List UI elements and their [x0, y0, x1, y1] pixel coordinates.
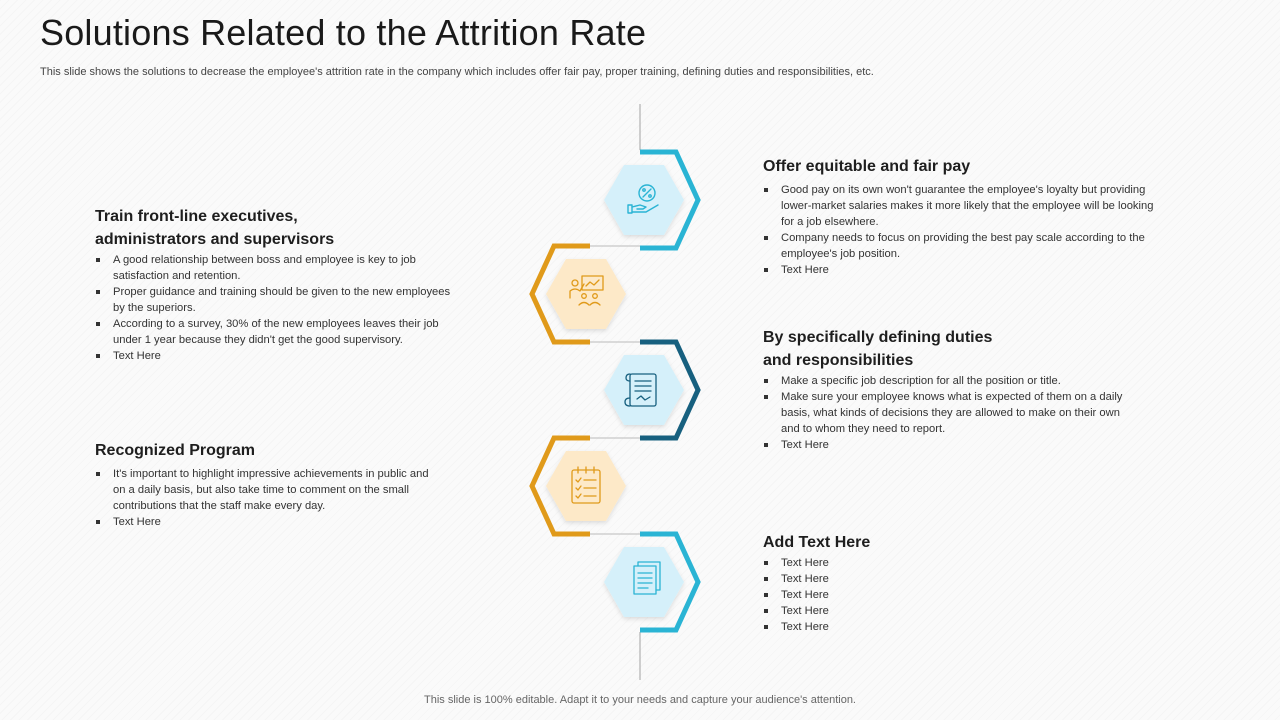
bullet-line: and to whom they need to report.	[781, 423, 946, 435]
footer-note: This slide is 100% editable. Adapt it to…	[424, 694, 856, 706]
step-3-bracket	[640, 339, 701, 441]
page-subtitle: This slide shows the solutions to decrea…	[40, 66, 874, 78]
step-2-bracket	[529, 243, 590, 345]
page-title: Solutions Related to the Attrition Rate	[40, 12, 647, 53]
bullet-line: satisfaction and retention.	[113, 270, 241, 282]
bullet-line: employee's job position.	[781, 248, 901, 260]
step-5-hex-fill	[604, 547, 684, 617]
bullet-item: Company needs to focus on providing the …	[763, 230, 1223, 262]
block-heading: Offer equitable and fair pay	[763, 155, 1223, 178]
bullet-line: under 1 year because they didn't get the…	[113, 334, 403, 346]
bullet-line: basis, what kinds of decisions they are …	[781, 407, 1120, 419]
bullet-line: Text Here	[781, 557, 829, 569]
bullet-line: Text Here	[113, 350, 161, 362]
heading-line: Offer equitable and fair pay	[763, 158, 971, 175]
checklist-icon	[571, 466, 601, 504]
documents-icon	[633, 561, 661, 595]
bullet-item: Text Here	[763, 603, 1223, 619]
step-5-hexagon	[604, 531, 701, 633]
bullet-line: According to a survey, 30% of the new em…	[113, 318, 439, 330]
bullet-line: lower-market salaries makes it more like…	[781, 200, 1154, 212]
bullet-list: It's important to highlight impressive a…	[95, 466, 495, 530]
bullet-item: Make sure your employee knows what is ex…	[763, 389, 1223, 437]
bullet-line: Text Here	[781, 621, 829, 633]
bullet-item: According to a survey, 30% of the new em…	[95, 316, 495, 348]
bullet-item: A good relationship between boss and emp…	[95, 252, 495, 284]
bullet-line: Text Here	[781, 589, 829, 601]
heading-line: administrators and supervisors	[95, 231, 335, 248]
right-block-duties: By specifically defining duties and resp…	[763, 326, 1223, 453]
bullet-list: Good pay on its own won't guarantee the …	[763, 182, 1223, 278]
step-4-hexagon	[529, 435, 626, 537]
bullet-line: Text Here	[781, 264, 829, 276]
bullet-line: contributions that the staff make every …	[113, 500, 326, 512]
bullet-line: Make a specific job description for all …	[781, 375, 1061, 387]
scroll-document-icon	[624, 373, 657, 407]
bullet-item: Text Here	[763, 619, 1223, 635]
bullet-item: Make a specific job description for all …	[763, 373, 1223, 389]
block-heading: Train front-line executives, administrat…	[95, 205, 495, 251]
heading-line: Recognized Program	[95, 442, 256, 459]
training-board-icon	[569, 275, 604, 306]
bullet-item: Proper guidance and training should be g…	[95, 284, 495, 316]
step-4-hex-fill	[546, 451, 626, 521]
bullet-item: Text Here	[763, 262, 1223, 278]
heading-line: By specifically defining duties	[763, 329, 993, 346]
bullet-line: Text Here	[781, 439, 829, 451]
bullet-item: Text Here	[763, 437, 1223, 453]
bullet-line: for a job elsewhere.	[781, 216, 879, 228]
bullet-list: A good relationship between boss and emp…	[95, 252, 495, 364]
block-heading: Recognized Program	[95, 439, 495, 462]
bullet-line: It's important to highlight impressive a…	[113, 468, 429, 480]
bullet-line: on a daily basis, but also take time to …	[113, 484, 409, 496]
bullet-item: Text Here	[763, 587, 1223, 603]
bullet-list: Text Here Text Here Text Here Text Here …	[763, 555, 1223, 635]
bullet-line: Make sure your employee knows what is ex…	[781, 391, 1123, 403]
right-block-fair-pay: Offer equitable and fair pay Good pay on…	[763, 155, 1223, 278]
step-5-bracket	[640, 531, 701, 633]
bullet-item: Text Here	[763, 571, 1223, 587]
heading-line: and responsibilities	[763, 352, 914, 369]
step-4-bracket	[529, 435, 590, 537]
bullet-line: Text Here	[113, 516, 161, 528]
step-3-hexagon	[604, 339, 701, 441]
block-heading: By specifically defining duties and resp…	[763, 326, 1223, 372]
bullet-list: Make a specific job description for all …	[763, 373, 1223, 453]
heading-line: Add Text Here	[763, 534, 871, 551]
bullet-line: Text Here	[781, 605, 829, 617]
bullet-item: Text Here	[95, 348, 495, 364]
step-1-bracket	[640, 149, 701, 251]
percent-hand-icon	[627, 184, 659, 214]
bullet-line: Proper guidance and training should be g…	[113, 286, 451, 298]
bullet-line: Text Here	[781, 573, 829, 585]
right-block-add-text: Add Text Here Text Here Text Here Text H…	[763, 531, 1223, 635]
bullet-line: Company needs to focus on providing the …	[781, 232, 1145, 244]
left-block-recognized-program: Recognized Program It's important to hig…	[95, 439, 495, 530]
step-1-hexagon	[604, 149, 701, 251]
step-3-hex-fill	[604, 355, 684, 425]
bullet-line: Good pay on its own won't guarantee the …	[781, 184, 1146, 196]
heading-line: Train front-line executives,	[95, 208, 298, 225]
block-heading: Add Text Here	[763, 531, 1223, 554]
bullet-item: Text Here	[95, 514, 495, 530]
bullet-item: It's important to highlight impressive a…	[95, 466, 495, 514]
left-block-training: Train front-line executives, administrat…	[95, 205, 495, 364]
bullet-line: by the superiors.	[113, 302, 196, 314]
bullet-line: A good relationship between boss and emp…	[113, 254, 416, 266]
bullet-item: Text Here	[763, 555, 1223, 571]
bullet-item: Good pay on its own won't guarantee the …	[763, 182, 1223, 230]
step-2-hexagon	[529, 243, 626, 345]
